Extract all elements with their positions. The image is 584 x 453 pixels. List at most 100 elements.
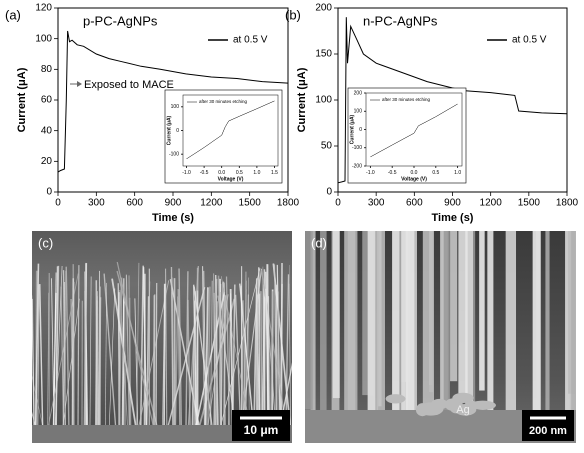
nanowire [223, 295, 227, 431]
y-tick-label: 0 [176, 128, 179, 134]
x-tick-label: 0 [55, 198, 61, 209]
x-tick-label: 900 [444, 198, 461, 209]
nanowire [207, 286, 211, 431]
x-tick-label: 0.5 [236, 170, 243, 176]
y-tick-label: 0 [326, 187, 332, 198]
nanowire [34, 263, 40, 431]
nanowire [260, 291, 263, 431]
nanowire [344, 231, 356, 417]
y-tick-label: 80 [41, 64, 53, 75]
x-tick-label: -0.5 [200, 170, 209, 176]
x-tick-label: 300 [368, 198, 385, 209]
nanowire [571, 231, 576, 434]
nanowire [239, 283, 255, 431]
y-tick-label: 50 [321, 141, 333, 152]
nanowire [39, 284, 44, 431]
nanowire [288, 283, 292, 431]
nanowire [118, 277, 123, 431]
nanowire [47, 292, 50, 431]
x-tick-label: 1800 [556, 198, 579, 209]
nanowire [94, 300, 98, 431]
nanowire [32, 411, 38, 431]
chart-title: n-PC-AgNPs [363, 13, 438, 28]
x-axis-label: Voltage (V) [218, 176, 244, 182]
nanowire [155, 283, 158, 431]
data-line [186, 100, 275, 160]
nanowire [465, 231, 474, 431]
particle [430, 398, 449, 410]
data-line [57, 30, 289, 173]
x-tick-label: 900 [165, 198, 182, 209]
nanowire [105, 282, 107, 431]
nanowire [262, 284, 265, 431]
y-tick-label: 100 [315, 95, 332, 106]
data-line [337, 17, 568, 184]
legend-label: after 30 minutes etching [382, 97, 431, 102]
nanowire [487, 231, 494, 425]
nanowire [221, 282, 224, 431]
annotation: Exposed to MACE [84, 79, 174, 91]
x-tick-label: 0 [335, 198, 341, 209]
panel-label: (a) [5, 7, 21, 22]
inset-frame [164, 89, 283, 184]
nanowire [217, 275, 223, 431]
y-tick-label: 40 [41, 125, 53, 136]
nanowire [536, 231, 541, 412]
x-tick-label: 600 [126, 198, 143, 209]
particle [452, 392, 474, 404]
x-axis-label: Time (s) [432, 212, 474, 224]
y-tick-label: 0 [359, 127, 362, 133]
y-tick-label: 150 [315, 49, 332, 60]
x-tick-label: 1800 [277, 198, 300, 209]
nanowire [187, 265, 200, 431]
nanowire [119, 289, 129, 431]
x-tick-label: 0.0 [218, 170, 225, 176]
scale-bar-box [232, 410, 290, 441]
x-tick-label: 1500 [239, 198, 262, 209]
nanowire [121, 297, 125, 431]
nanowire [376, 231, 385, 422]
nanowire [134, 298, 139, 431]
x-tick-label: 0.5 [432, 170, 439, 176]
nanowire [248, 277, 250, 431]
data-line [370, 103, 458, 158]
annotation-arrowhead [77, 81, 82, 87]
x-tick-label: -0.5 [388, 170, 397, 176]
scale-bar-label: 10 μm [244, 423, 279, 437]
nanowire [479, 231, 485, 391]
y-tick-label: 0 [46, 187, 52, 198]
nanowire [458, 231, 468, 394]
substrate [32, 425, 292, 443]
nanowires-d [305, 231, 576, 443]
nanowire [174, 296, 179, 431]
nanowire [108, 288, 116, 431]
nanowire [440, 231, 450, 431]
nanowire [203, 270, 207, 431]
nanowire [116, 270, 159, 431]
nanowire [206, 294, 229, 431]
legend-label: at 0.5 V [233, 35, 268, 46]
nanowire [277, 291, 280, 431]
nanowire [89, 276, 92, 431]
y-axis-label: Current (μA) [296, 67, 308, 132]
x-tick-label: 1500 [518, 198, 541, 209]
image-annotation: Ag [456, 404, 469, 416]
nanowire [152, 295, 155, 431]
y-tick-label: 100 [35, 33, 52, 44]
nanowire [142, 267, 148, 431]
panel-label: (b) [285, 7, 301, 22]
nanowire [505, 231, 517, 433]
nanowire [178, 268, 183, 431]
nanowire [253, 278, 258, 431]
nanowire [163, 283, 166, 431]
y-tick-label: 200 [315, 3, 332, 14]
nanowire [256, 279, 260, 431]
nanowire [265, 271, 270, 431]
nanowire [146, 296, 150, 431]
nanowire [54, 265, 60, 431]
nanowire [116, 261, 155, 431]
nanowire [77, 265, 80, 431]
y-tick-label: 100 [354, 109, 363, 115]
scale-bar-label: 200 nm [529, 425, 567, 437]
